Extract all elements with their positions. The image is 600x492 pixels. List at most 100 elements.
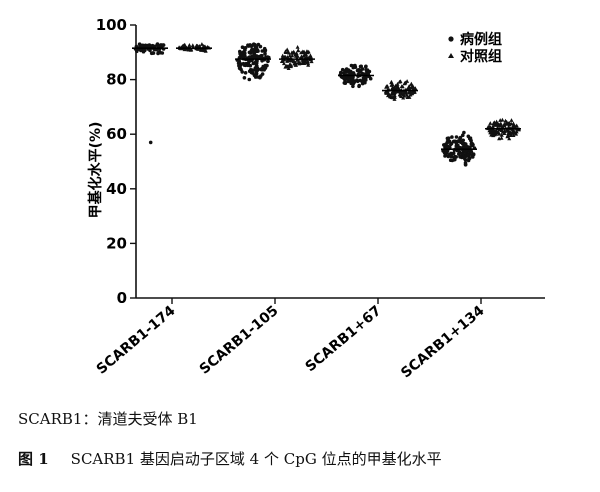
- data-point: [510, 131, 515, 135]
- data-point: [291, 59, 296, 64]
- data-point: [368, 76, 373, 81]
- data-point: [442, 151, 447, 155]
- methylation-chart: 0 20 40 60 80 100 SCARB1-174 SCARB1-105 SCARB1+6…: [87, 16, 545, 381]
- data-point: [467, 157, 471, 161]
- data-point: [303, 60, 308, 64]
- data-point: [463, 163, 468, 167]
- data-point: [489, 132, 494, 137]
- data-point: [461, 152, 466, 156]
- data-point: [305, 50, 310, 55]
- data-point: [255, 68, 260, 73]
- x-tick-label: SCARB1-174: [94, 303, 179, 378]
- data-point: [252, 53, 257, 57]
- tick-labels: 0 20 40 60 80 100 SCARB1-174 SCARB1-105 SCARB1+6…: [94, 16, 488, 381]
- data-point: [243, 48, 247, 52]
- data-point: [280, 58, 285, 63]
- figure: 0 20 40 60 80 100 SCARB1-174 SCARB1-105 SCARB1+6…: [87, 16, 545, 381]
- data-point: [463, 156, 467, 161]
- data-point: [395, 81, 400, 86]
- y-tick-label: 20: [106, 234, 127, 252]
- data-point: [160, 51, 165, 55]
- data-point: [339, 70, 343, 75]
- data-point: [361, 76, 366, 80]
- data-point: [237, 63, 241, 68]
- data-point: [285, 64, 290, 69]
- y-axis-label: 甲基化水平(%): [87, 122, 104, 219]
- data-point: [246, 63, 250, 68]
- point-group: [441, 130, 477, 167]
- data-point: [509, 118, 514, 122]
- axes: [130, 24, 545, 304]
- data-point: [242, 76, 247, 80]
- data-point: [446, 144, 450, 149]
- data-point: [392, 95, 397, 99]
- data-point: [239, 67, 243, 72]
- data-point: [392, 93, 397, 98]
- legend-label-control: 对照组: [460, 48, 502, 65]
- data-point: [147, 43, 152, 48]
- data-point: [263, 66, 268, 70]
- data-point: [507, 136, 512, 141]
- data-point: [259, 74, 263, 78]
- data-point: [409, 82, 414, 86]
- point-group: [485, 117, 521, 141]
- data-point: [282, 61, 286, 66]
- data-point: [258, 44, 263, 49]
- data-point: [384, 90, 388, 95]
- data-point: [499, 132, 504, 137]
- data-point: [241, 54, 246, 59]
- data-point: [360, 80, 365, 84]
- data-point: [240, 45, 245, 49]
- data-point: [469, 141, 474, 146]
- data-point: [445, 136, 450, 141]
- x-tick-label: SCARB1+67: [303, 303, 385, 375]
- data-point: [497, 136, 502, 141]
- data-point: [403, 80, 408, 85]
- data-point: [343, 81, 348, 85]
- data-point: [263, 63, 268, 68]
- point-group: [382, 79, 418, 101]
- data-point: [249, 70, 254, 75]
- data-point: [448, 158, 453, 162]
- data-point: [190, 43, 195, 47]
- data-point: [249, 49, 254, 53]
- data-point: [469, 138, 473, 143]
- data-point: [390, 90, 395, 95]
- data-point: [203, 48, 208, 52]
- data-point: [401, 95, 406, 100]
- data-point: [294, 53, 299, 58]
- data-point: [260, 49, 265, 53]
- y-tick-label: 100: [96, 16, 127, 34]
- data-point: [301, 59, 305, 63]
- data-point: [399, 84, 404, 89]
- x-tick-label: SCARB1-105: [197, 303, 282, 378]
- data-point: [252, 68, 257, 72]
- data-point: [514, 131, 519, 136]
- data-point: [241, 61, 246, 66]
- data-point: [287, 58, 292, 62]
- data-point: [161, 43, 166, 47]
- data-point: [454, 135, 459, 139]
- data-point: [247, 59, 251, 64]
- data-point: [499, 128, 504, 132]
- data-point: [488, 130, 493, 135]
- data-point: [247, 77, 252, 82]
- data-point: [294, 62, 298, 67]
- data-point: [390, 82, 395, 87]
- data-point: [466, 134, 471, 139]
- point-group: [235, 42, 271, 82]
- data-point: [494, 119, 499, 124]
- data-point: [395, 83, 400, 88]
- data-point: [355, 78, 359, 82]
- data-point: [139, 48, 143, 53]
- data-point: [287, 53, 292, 58]
- data-point: [448, 152, 453, 157]
- data-point: [445, 139, 450, 144]
- data-point: [386, 91, 391, 96]
- data-point: [357, 83, 362, 88]
- data-point: [238, 50, 242, 54]
- data-point: [364, 68, 369, 72]
- data-point: [349, 63, 354, 68]
- data-point: [407, 84, 411, 89]
- data-point: [494, 121, 499, 125]
